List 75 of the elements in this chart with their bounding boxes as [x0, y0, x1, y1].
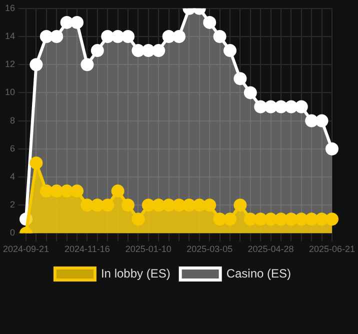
- legend-label: In lobby (ES): [100, 266, 170, 280]
- x-tick-label: 2025-01-10: [125, 244, 172, 254]
- point: [101, 30, 114, 43]
- point: [203, 198, 216, 212]
- point: [142, 44, 155, 58]
- point: [254, 100, 268, 114]
- point: [80, 198, 94, 212]
- point: [244, 86, 257, 100]
- point: [213, 212, 226, 226]
- point: [294, 212, 308, 226]
- x-tick-label: 2025-06-21: [308, 244, 356, 254]
- point: [111, 184, 124, 198]
- point: [315, 114, 328, 128]
- point: [101, 198, 114, 212]
- point: [122, 30, 135, 43]
- point: [254, 212, 268, 226]
- y-tick-label: 4: [10, 171, 16, 182]
- point: [264, 212, 278, 226]
- x-tick-label: 2024-11-16: [64, 244, 110, 254]
- point: [80, 58, 94, 72]
- point: [30, 58, 43, 72]
- point: [40, 30, 53, 43]
- point: [90, 198, 104, 212]
- point: [294, 100, 308, 114]
- point: [90, 44, 104, 58]
- point: [152, 44, 166, 58]
- point: [182, 198, 196, 212]
- point: [162, 30, 176, 43]
- point: [152, 198, 166, 212]
- point: [172, 30, 186, 43]
- point: [223, 44, 236, 58]
- point: [70, 184, 84, 198]
- point: [305, 212, 318, 226]
- x-tick-label: 2024-09-21: [2, 244, 50, 254]
- x-tick-label: 2025-03-05: [186, 244, 233, 254]
- y-tick-label: 0: [10, 228, 16, 238]
- point: [315, 212, 328, 226]
- point: [203, 16, 216, 29]
- x-tick-label: 2025-04-28: [248, 244, 294, 254]
- point: [274, 212, 288, 226]
- point: [40, 184, 53, 198]
- point: [213, 30, 226, 43]
- point: [192, 198, 206, 212]
- point: [50, 30, 64, 43]
- point: [223, 212, 236, 226]
- point: [70, 16, 84, 29]
- y-tick-label: 8: [10, 115, 16, 126]
- point: [60, 184, 74, 198]
- point: [284, 212, 298, 226]
- point: [325, 142, 338, 156]
- point: [30, 156, 43, 170]
- y-tick-label: 2: [10, 200, 16, 210]
- point: [132, 44, 145, 58]
- point: [264, 100, 278, 114]
- point: [244, 212, 257, 226]
- y-tick-label: 12: [5, 59, 16, 70]
- y-tick-label: 10: [5, 87, 16, 98]
- point: [305, 114, 318, 128]
- point: [172, 198, 186, 212]
- point: [132, 212, 145, 226]
- y-tick-label: 14: [5, 30, 16, 41]
- point: [325, 212, 338, 226]
- point: [111, 30, 124, 43]
- y-tick-label: 16: [5, 2, 16, 13]
- point: [162, 198, 176, 212]
- point: [60, 16, 74, 29]
- point: [274, 100, 288, 114]
- point: [142, 198, 155, 212]
- point: [234, 198, 247, 212]
- legend-label: Casino (ES): [226, 266, 292, 280]
- point: [284, 100, 298, 114]
- point: [50, 184, 64, 198]
- point: [122, 198, 135, 212]
- y-tick-label: 6: [10, 143, 16, 154]
- point: [234, 72, 247, 86]
